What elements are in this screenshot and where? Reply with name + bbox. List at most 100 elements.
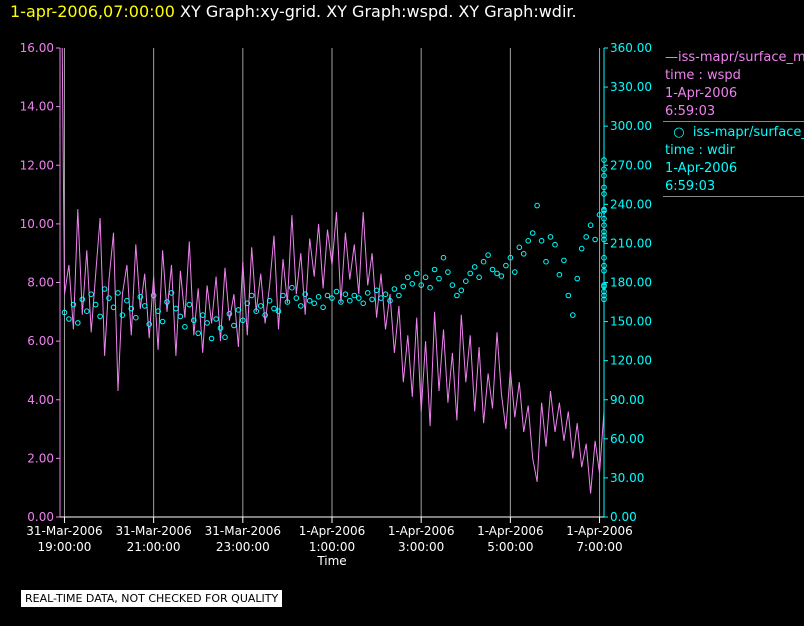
x-tick-label-date: 31-Mar-2006 bbox=[26, 524, 102, 538]
wdir-point bbox=[458, 287, 465, 294]
x-tick-label-date: 1-Apr-2006 bbox=[477, 524, 544, 538]
right-tick-label: 0.00 bbox=[610, 510, 637, 524]
wdir-point bbox=[88, 291, 94, 298]
wdir-point bbox=[133, 314, 139, 321]
wdir-point bbox=[150, 292, 157, 299]
wdir-point bbox=[552, 241, 558, 248]
wdir-point bbox=[391, 286, 398, 292]
wdir-point bbox=[498, 273, 505, 279]
wdir-point bbox=[400, 283, 407, 290]
x-axis-label: Time bbox=[316, 554, 346, 568]
x-tick-label-time: 21:00:00 bbox=[127, 540, 181, 554]
right-tick-label: 270.00 bbox=[610, 158, 652, 172]
wdir-point bbox=[440, 254, 447, 261]
wdir-point bbox=[315, 294, 322, 300]
axes: 31-Mar-2006 19:00:00 31-Mar-2006 21:00:00 31… bbox=[20, 41, 652, 568]
wdir-point bbox=[141, 303, 148, 309]
wdir-point bbox=[226, 311, 233, 317]
wdir-point bbox=[543, 258, 549, 265]
wdir-point bbox=[311, 300, 318, 307]
wdir-point bbox=[320, 304, 326, 311]
line-swatch-icon: — bbox=[665, 50, 678, 65]
wdir-point bbox=[213, 316, 219, 322]
wdir-point bbox=[512, 269, 518, 275]
legend-wdir-date: 1-Apr-2006 bbox=[665, 161, 738, 176]
legend-wspd-name: —iss-mapr/surface_m bbox=[665, 49, 804, 67]
wdir-point bbox=[583, 234, 590, 240]
grid-lines bbox=[63, 48, 601, 517]
wdir-point bbox=[378, 295, 384, 301]
wdir-point bbox=[587, 222, 594, 228]
right-tick-label: 30.00 bbox=[610, 471, 644, 485]
right-tick-label: 90.00 bbox=[610, 393, 644, 407]
wdir-point bbox=[507, 254, 514, 261]
wdir-point bbox=[240, 317, 246, 324]
wdir-point bbox=[520, 251, 527, 257]
wdir-point bbox=[445, 269, 451, 275]
wdir-point bbox=[271, 305, 277, 312]
wdir-point bbox=[503, 262, 509, 269]
wdir-point bbox=[66, 316, 72, 322]
quality-notice: REAL-TIME DATA, NOT CHECKED FOR QUALITY bbox=[20, 589, 284, 608]
legend-wspd-date: 1-Apr-2006 bbox=[665, 86, 738, 101]
x-tick-label-time: 5:00:00 bbox=[487, 540, 533, 554]
wdir-point bbox=[547, 234, 554, 240]
circle-marker-icon: ○ bbox=[665, 125, 693, 140]
wdir-point bbox=[177, 313, 184, 320]
wdir-point bbox=[382, 291, 389, 298]
wdir-point bbox=[124, 297, 130, 304]
right-tick-label: 180.00 bbox=[610, 276, 652, 290]
header-graph-titles: XY Graph:xy-grid. XY Graph:wspd. XY Grap… bbox=[180, 2, 577, 21]
x-tick-label-time: 1:00:00 bbox=[309, 540, 355, 554]
wdir-point bbox=[293, 295, 300, 301]
right-tick-label: 60.00 bbox=[610, 432, 644, 446]
wdir-point bbox=[534, 202, 540, 209]
x-tick-label-time: 23:00:00 bbox=[216, 540, 270, 554]
header-title: 1-apr-2006,07:00:00 XY Graph:xy-grid. XY… bbox=[10, 2, 577, 21]
wdir-point bbox=[529, 230, 536, 236]
legend-wspd-field: time : wspd bbox=[665, 68, 741, 83]
left-tick-label: 2.00 bbox=[27, 451, 54, 465]
wdir-point bbox=[182, 324, 188, 330]
wdir-point bbox=[431, 266, 438, 273]
wdir-point bbox=[231, 322, 237, 329]
x-tick-label-date: 1-Apr-2006 bbox=[566, 524, 633, 538]
legend-wdir-name: ○ iss-mapr/surface_m bbox=[665, 124, 804, 142]
wdir-point bbox=[333, 288, 340, 295]
wdir-point bbox=[217, 325, 224, 331]
x-tick-label-date: 1-Apr-2006 bbox=[388, 524, 455, 538]
legend-wdir-field: time : wdir bbox=[665, 143, 735, 158]
wdir-point bbox=[405, 274, 411, 281]
wdir-point bbox=[342, 291, 349, 298]
wdir-point bbox=[596, 212, 603, 218]
wdir-point bbox=[298, 303, 304, 309]
wdir-point bbox=[164, 299, 170, 305]
wdir-point bbox=[422, 274, 429, 281]
wspd-series bbox=[61, 47, 605, 494]
wdir-point bbox=[235, 307, 242, 313]
wdir-point bbox=[396, 292, 402, 299]
wdir-point bbox=[449, 282, 456, 288]
wdir-point bbox=[195, 330, 201, 337]
wdir-point bbox=[208, 335, 215, 342]
right-tick-label: 120.00 bbox=[610, 354, 652, 368]
wdir-point bbox=[592, 236, 598, 243]
wdir-point bbox=[538, 238, 545, 244]
legend-wdir-label: iss-mapr/surface_m bbox=[692, 125, 804, 140]
wdir-point bbox=[485, 252, 491, 258]
wdir-point bbox=[360, 300, 367, 307]
wdir-point bbox=[565, 292, 572, 299]
wdir-point bbox=[275, 308, 282, 315]
wdir-point bbox=[454, 292, 460, 299]
wdir-point bbox=[244, 300, 251, 307]
wdir-point bbox=[248, 292, 255, 299]
wdir-point bbox=[92, 301, 99, 308]
wdir-point bbox=[489, 266, 496, 273]
legend-wspd-label: iss-mapr/surface_m bbox=[678, 50, 804, 65]
right-tick-label: 240.00 bbox=[610, 197, 652, 211]
wdir-point bbox=[561, 257, 567, 264]
wdir-point bbox=[106, 295, 112, 301]
wdir-point bbox=[476, 274, 482, 281]
left-tick-label: 14.00 bbox=[20, 100, 54, 114]
